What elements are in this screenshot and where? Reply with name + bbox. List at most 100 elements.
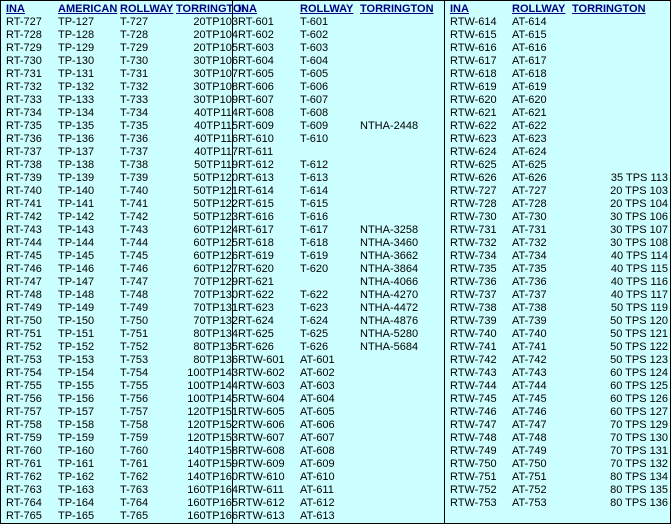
table-row: RT-607T-607 <box>236 94 452 107</box>
cell: RT-738 <box>4 159 56 172</box>
cell: NTHA-3258 <box>358 224 452 237</box>
cell: T-750 <box>118 315 174 328</box>
cell: T-620 <box>298 263 358 276</box>
cell: T-765 <box>118 510 174 523</box>
cell: RTW-727 <box>448 185 510 198</box>
table-row: RT-750TP-150T-75070TP132 <box>4 315 244 328</box>
cell: RTW-744 <box>448 380 510 393</box>
cell: T-616 <box>298 211 358 224</box>
table-row: RT-736TP-136T-73640TP116 <box>4 133 244 146</box>
cell: RTW-609 <box>236 458 298 471</box>
table-row: RTW-622AT-622 <box>448 120 671 133</box>
table-row: RT-620T-620NTHA-3864 <box>236 263 452 276</box>
cell: RT-749 <box>4 302 56 315</box>
table-row: RTW-615AT-615 <box>448 29 671 42</box>
table-row: RT-763TP-163T-763160TP164 <box>4 484 244 497</box>
cell <box>358 458 452 471</box>
table-row: RT-618T-618NTHA-3460 <box>236 237 452 250</box>
cell: T-625 <box>298 328 358 341</box>
cell: 20 TPS 104 <box>570 198 671 211</box>
table-row: RT-737TP-137T-73740TP117 <box>4 146 244 159</box>
table-row: RTW-610AT-610 <box>236 471 452 484</box>
table-row: RT-728TP-128T-72820TP104 <box>4 29 244 42</box>
cell: AT-753 <box>510 497 570 510</box>
cell: T-605 <box>298 68 358 81</box>
cell: T-610 <box>298 133 358 146</box>
cell <box>570 29 671 42</box>
table-row: RT-753TP-153T-75380TP136 <box>4 354 244 367</box>
cell <box>570 68 671 81</box>
cell: AT-734 <box>510 250 570 263</box>
table-row: RT-765TP-165T-765160TP166 <box>4 510 244 523</box>
table-row: RT-604T-604 <box>236 55 452 68</box>
cell: RTW-735 <box>448 263 510 276</box>
table-row: RT-605T-605 <box>236 68 452 81</box>
cell: RT-747 <box>4 276 56 289</box>
cell <box>358 94 452 107</box>
table-row: RT-611 <box>236 146 452 159</box>
cell: T-744 <box>118 237 174 250</box>
table-row: RTW-744AT-74460 TPS 125 <box>448 380 671 393</box>
cell <box>358 16 452 29</box>
cell: RT-730 <box>4 55 56 68</box>
cell <box>358 497 452 510</box>
cell: AT-727 <box>510 185 570 198</box>
table-row: RTW-735AT-73540 TPS 115 <box>448 263 671 276</box>
cell: RT-745 <box>4 250 56 263</box>
cell: AT-738 <box>510 302 570 315</box>
cell: AT-731 <box>510 224 570 237</box>
cell: TP-138 <box>56 159 118 172</box>
cell: AT-609 <box>298 458 358 471</box>
col-american: AMERICAN <box>56 3 118 16</box>
col-rollway: ROLLWAY <box>510 3 570 16</box>
cell <box>358 42 452 55</box>
table-row: RTW-737AT-73740 TPS 117 <box>448 289 671 302</box>
cell <box>358 198 452 211</box>
cell: T-613 <box>298 172 358 185</box>
cell: NTHA-5684 <box>358 341 452 354</box>
cell: AT-601 <box>298 354 358 367</box>
cell: TP-156 <box>56 393 118 406</box>
cell: T-761 <box>118 458 174 471</box>
cell: RT-741 <box>4 198 56 211</box>
cell: RT-605 <box>236 68 298 81</box>
table-row: RT-623T-623NTHA-4472 <box>236 302 452 315</box>
cell: RTW-753 <box>448 497 510 510</box>
table-row: RTW-625AT-625 <box>448 159 671 172</box>
cell: RT-604 <box>236 55 298 68</box>
table-row: RTW-738AT-73850 TPS 119 <box>448 302 671 315</box>
col-ina: INA <box>236 3 298 16</box>
cell: RT-758 <box>4 419 56 432</box>
cell: TP-139 <box>56 172 118 185</box>
table-row: RTW-747AT-74770 TPS 129 <box>448 419 671 432</box>
cell: 60 TPS 127 <box>570 406 671 419</box>
table-row: RT-601T-601 <box>236 16 452 29</box>
cell: AT-746 <box>510 406 570 419</box>
cell: RT-760 <box>4 445 56 458</box>
table-row: RT-761TP-161T-761140TP159 <box>4 458 244 471</box>
cell <box>570 16 671 29</box>
cell: RT-727 <box>4 16 56 29</box>
cell: AT-745 <box>510 393 570 406</box>
cell <box>358 471 452 484</box>
cell: AT-624 <box>510 146 570 159</box>
cell: NTHA-4066 <box>358 276 452 289</box>
cell: TP-140 <box>56 185 118 198</box>
table-row: RT-749TP-149T-74970TP131 <box>4 302 244 315</box>
cell <box>358 55 452 68</box>
cell: TP-134 <box>56 107 118 120</box>
cell <box>298 146 358 159</box>
cell: TP-149 <box>56 302 118 315</box>
cell: 60 TPS 124 <box>570 367 671 380</box>
cell <box>358 432 452 445</box>
cell <box>358 419 452 432</box>
cell: T-617 <box>298 224 358 237</box>
table-row: RT-613T-613 <box>236 172 452 185</box>
cell: RT-762 <box>4 471 56 484</box>
table-row: RT-758TP-158T-758120TP152 <box>4 419 244 432</box>
cell: 80 TPS 135 <box>570 484 671 497</box>
cell: RT-734 <box>4 107 56 120</box>
cell: NTHA-5280 <box>358 328 452 341</box>
cell: T-626 <box>298 341 358 354</box>
cell: TP-136 <box>56 133 118 146</box>
